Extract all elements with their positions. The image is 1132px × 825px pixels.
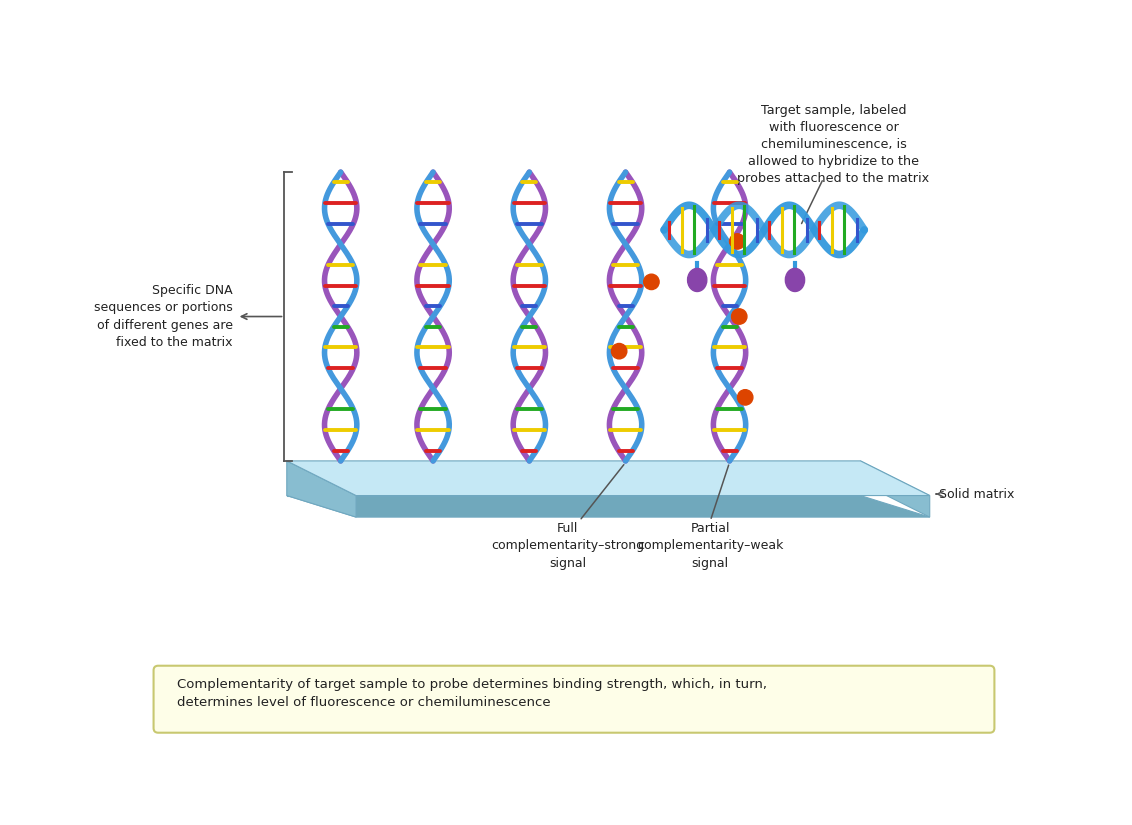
Text: Partial
complementarity–weak
signal: Partial complementarity–weak signal — [637, 522, 783, 569]
Polygon shape — [286, 461, 860, 496]
Circle shape — [611, 343, 627, 359]
Polygon shape — [286, 461, 357, 517]
Ellipse shape — [786, 268, 805, 291]
Ellipse shape — [687, 268, 706, 291]
Text: Full
complementarity–strong
signal: Full complementarity–strong signal — [491, 522, 644, 569]
Text: Solid matrix: Solid matrix — [938, 488, 1014, 501]
Polygon shape — [286, 461, 929, 496]
Circle shape — [729, 233, 745, 249]
Text: Complementarity of target sample to probe determines binding strength, which, in: Complementarity of target sample to prob… — [178, 678, 767, 709]
Circle shape — [644, 274, 659, 290]
Polygon shape — [860, 461, 929, 517]
Text: Specific DNA
sequences or portions
of different genes are
fixed to the matrix: Specific DNA sequences or portions of di… — [94, 284, 233, 349]
Circle shape — [737, 389, 753, 405]
FancyBboxPatch shape — [154, 666, 994, 733]
Polygon shape — [286, 496, 929, 517]
Circle shape — [731, 309, 747, 324]
Text: Target sample, labeled
with fluorescence or
chemiluminescence, is
allowed to hyb: Target sample, labeled with fluorescence… — [737, 105, 929, 186]
